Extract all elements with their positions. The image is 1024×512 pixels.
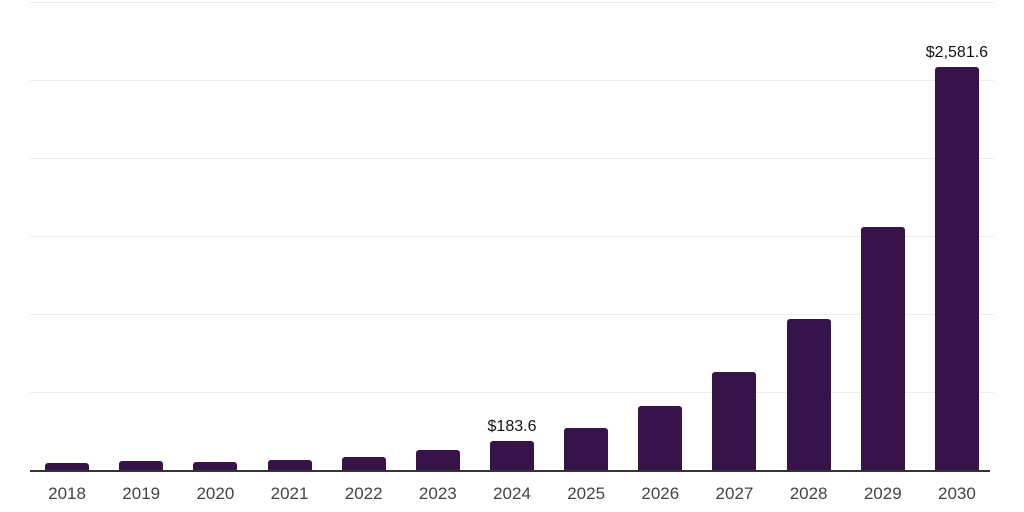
gridline [30, 392, 994, 393]
data-label-2024: $183.6 [487, 418, 537, 435]
x-tick-2022: 2022 [344, 484, 383, 503]
x-axis-line [30, 470, 990, 472]
bar-2028 [786, 319, 831, 470]
x-tick-2030: 2030 [938, 484, 976, 503]
bar-2019 [119, 461, 164, 470]
gridline [30, 80, 994, 81]
x-tick-2023: 2023 [418, 484, 457, 503]
x-tick-2027: 2027 [715, 484, 754, 503]
x-tick-2025: 2025 [567, 484, 606, 503]
bar-2026 [638, 406, 683, 470]
x-tick-2018: 2018 [48, 484, 86, 503]
bar-2027 [712, 372, 757, 470]
gridline [30, 236, 994, 237]
x-tick-2019: 2019 [122, 484, 161, 503]
x-tick-2021: 2021 [270, 484, 309, 503]
bar-2024 [490, 441, 534, 470]
bar-2018 [45, 463, 90, 470]
gridline [30, 2, 994, 3]
gridline [30, 314, 994, 315]
x-tick-2024: 2024 [493, 484, 531, 503]
gridline [30, 158, 994, 159]
bar-2023 [415, 450, 460, 470]
x-tick-2026: 2026 [641, 484, 680, 503]
bar-2025 [564, 428, 609, 470]
bar-2029 [860, 227, 905, 470]
data-label-2030: $2,581.6 [925, 44, 989, 61]
bar-2020 [193, 462, 238, 470]
x-tick-2020: 2020 [196, 484, 235, 503]
x-tick-2029: 2029 [863, 484, 902, 503]
bar-2021 [267, 460, 312, 470]
bar-2022 [341, 457, 386, 470]
bar-2030 [934, 67, 979, 470]
x-tick-2028: 2028 [789, 484, 828, 503]
